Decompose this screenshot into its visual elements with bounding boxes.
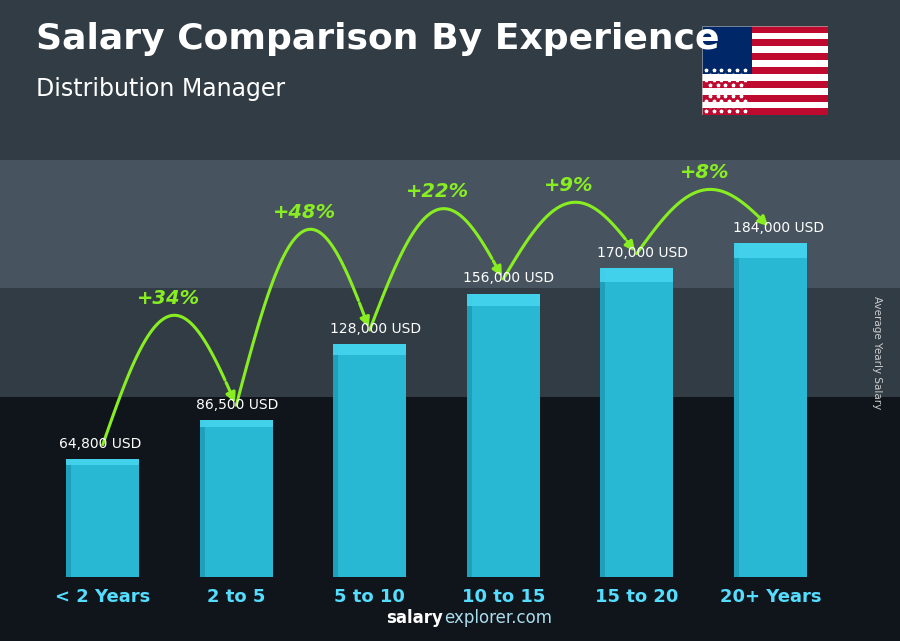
Bar <box>600 268 605 577</box>
Bar <box>702 46 828 53</box>
Bar <box>333 344 407 577</box>
Bar <box>702 26 752 74</box>
Bar <box>466 294 540 577</box>
Bar <box>66 459 140 465</box>
Text: 156,000 USD: 156,000 USD <box>464 271 554 285</box>
Text: +22%: +22% <box>406 183 469 201</box>
Bar <box>702 81 828 88</box>
Bar <box>200 420 273 427</box>
Text: 86,500 USD: 86,500 USD <box>196 397 279 412</box>
Text: +8%: +8% <box>680 163 730 182</box>
Text: Average Yearly Salary: Average Yearly Salary <box>872 296 883 409</box>
Text: +9%: +9% <box>544 176 594 195</box>
Text: salary: salary <box>386 609 443 627</box>
Bar <box>702 88 828 95</box>
Bar <box>200 420 273 577</box>
Bar <box>200 420 204 577</box>
Bar <box>333 344 338 577</box>
Text: +34%: +34% <box>137 289 200 308</box>
Bar <box>66 459 71 577</box>
Text: Distribution Manager: Distribution Manager <box>36 77 285 101</box>
Bar <box>702 95 828 101</box>
Bar <box>702 40 828 46</box>
Text: +48%: +48% <box>273 203 336 222</box>
Bar <box>702 53 828 60</box>
Bar <box>600 268 673 577</box>
Bar <box>702 108 828 115</box>
Bar <box>702 67 828 74</box>
Bar <box>466 294 540 306</box>
Bar <box>734 243 739 577</box>
Text: 170,000 USD: 170,000 USD <box>597 246 688 260</box>
Bar <box>66 459 140 577</box>
Text: 184,000 USD: 184,000 USD <box>733 221 824 235</box>
Text: Salary Comparison By Experience: Salary Comparison By Experience <box>36 22 719 56</box>
Text: 64,800 USD: 64,800 USD <box>58 437 141 451</box>
Bar <box>466 294 472 577</box>
Bar <box>734 243 807 258</box>
Bar <box>333 344 407 355</box>
Bar <box>702 33 828 40</box>
Bar <box>702 60 828 67</box>
Text: explorer.com: explorer.com <box>445 609 553 627</box>
Bar <box>702 101 828 108</box>
Bar <box>600 268 673 282</box>
Bar <box>734 243 807 577</box>
Bar <box>702 26 828 33</box>
Text: 128,000 USD: 128,000 USD <box>329 322 421 337</box>
Bar <box>702 74 828 81</box>
